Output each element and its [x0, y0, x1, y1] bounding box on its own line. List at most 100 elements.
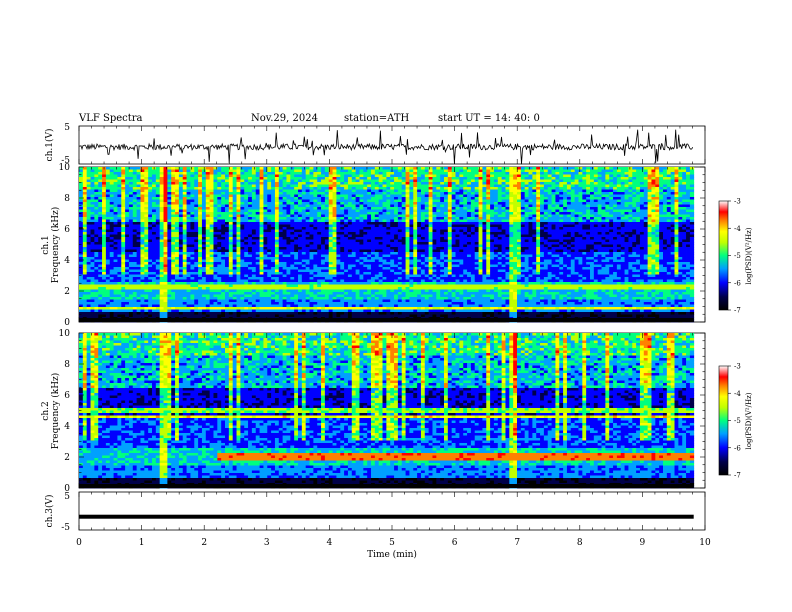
spectrogram-cell	[148, 219, 153, 223]
spectrogram-cell	[182, 167, 187, 170]
spectrogram-cell	[317, 214, 322, 218]
spectrogram-cell	[401, 209, 406, 213]
spectrogram-cell	[436, 187, 441, 190]
spectrogram-cell	[86, 239, 91, 243]
spectrogram-cell	[374, 167, 380, 170]
spectrogram-cell	[79, 172, 84, 175]
spectrogram-cell	[401, 202, 406, 205]
spectrogram-cell	[520, 197, 526, 200]
spectrogram-cell	[605, 229, 610, 233]
spectrogram-cell	[232, 184, 237, 188]
spectrogram-cell	[159, 234, 164, 238]
spectrogram-cell	[486, 209, 491, 213]
spectrogram-cell	[424, 189, 430, 193]
spectrogram-cell	[221, 174, 226, 178]
spectrogram-cell	[605, 172, 610, 175]
spectrogram-cell	[624, 192, 629, 195]
spectrogram-cell	[194, 197, 199, 200]
spectrogram-cell	[86, 234, 91, 238]
spectrogram-cell	[593, 197, 599, 200]
spectrogram-cell	[505, 199, 510, 203]
spectrogram-cell	[213, 214, 218, 218]
spectrogram-cell	[651, 229, 656, 233]
spectrogram-cell	[317, 167, 322, 170]
spectrogram-cell	[440, 217, 445, 220]
spectrogram-cell	[590, 182, 595, 185]
spectrogram-cell	[536, 197, 541, 200]
spectrogram-cell	[620, 189, 625, 193]
spectrogram-cell	[674, 212, 679, 215]
spectrogram-cell	[232, 224, 237, 228]
spectrogram-cell	[390, 189, 395, 193]
spectrogram-cell	[278, 189, 284, 193]
spectrogram-cell	[605, 192, 610, 195]
spectrogram-cell	[163, 242, 168, 245]
spectrogram-cell	[513, 217, 518, 220]
spectrogram-cell	[651, 184, 656, 188]
spectrogram-cell	[294, 209, 299, 213]
spectrogram-cell	[301, 187, 307, 190]
spectrogram-cell	[359, 174, 364, 178]
spectrogram-cell	[505, 179, 510, 183]
spectrogram-cell	[447, 187, 453, 190]
spectrogram-cell	[655, 204, 660, 208]
spectrogram-cell	[678, 172, 683, 175]
spectrogram-cell	[251, 212, 257, 215]
spectrogram-cell	[178, 234, 184, 238]
spectrogram-cell	[263, 194, 268, 198]
spectrogram-cell	[578, 172, 583, 175]
spectrogram-cell	[478, 202, 483, 205]
spectrogram-cell	[493, 199, 499, 203]
spectrogram-cell	[251, 179, 257, 183]
spectrogram-cell	[666, 219, 672, 223]
spectrogram-cell	[574, 217, 579, 220]
spectrogram-cell	[616, 202, 622, 205]
spectrogram-cell	[294, 237, 299, 240]
spectrogram-cell	[497, 197, 503, 200]
spectrogram-cell	[371, 229, 376, 233]
spectrogram-cell	[201, 232, 207, 235]
spectrogram-cell	[682, 224, 687, 228]
spectrogram-cell	[152, 169, 157, 173]
spectrogram-cell	[190, 194, 195, 198]
spectrogram-cell	[201, 237, 207, 240]
spectrogram-cell	[428, 222, 433, 225]
spectrogram-cell	[463, 239, 468, 243]
spectrogram-cell	[313, 174, 318, 178]
spectrogram-cell	[616, 217, 622, 220]
spectrogram-cell	[520, 214, 526, 218]
spectrogram-cell	[102, 177, 107, 180]
spectrogram-cell	[551, 239, 556, 243]
spectrogram-cell	[509, 204, 514, 208]
spectrogram-cell	[436, 209, 441, 213]
spectrogram-cell	[428, 199, 433, 203]
spectrogram-cell	[678, 204, 683, 208]
spectrogram-cell	[232, 189, 237, 193]
spectrogram-cell	[497, 189, 503, 193]
spectrogram-cell	[409, 192, 414, 195]
spectrogram-cell	[574, 169, 579, 173]
spectrogram-cell	[309, 202, 314, 205]
spectrogram-cell	[620, 229, 625, 233]
spectrogram-cell	[240, 232, 245, 235]
spectrogram-cell	[601, 172, 606, 175]
spectrogram-cell	[175, 214, 180, 218]
spectrogram-cell	[332, 202, 337, 205]
spectrogram-cell	[405, 207, 410, 210]
spectrogram-cell	[359, 209, 364, 213]
spectrogram-cell	[632, 192, 637, 195]
spectrogram-cell	[390, 184, 395, 188]
spectrogram-cell	[413, 197, 418, 200]
spectrogram-cell	[190, 212, 195, 215]
spectrogram-cell	[524, 229, 529, 233]
spectrogram-cell	[497, 212, 503, 215]
spectrogram-cell	[478, 239, 483, 243]
spectrogram-cell	[282, 202, 287, 205]
spectrogram-cell	[424, 169, 430, 173]
spectrogram-cell	[205, 234, 211, 238]
spectrogram-cell	[244, 174, 249, 178]
spectrogram-cell	[413, 219, 418, 223]
spectrogram-cell	[313, 229, 318, 233]
spectrogram-cell	[217, 199, 222, 203]
spectrogram-cell	[578, 232, 583, 235]
